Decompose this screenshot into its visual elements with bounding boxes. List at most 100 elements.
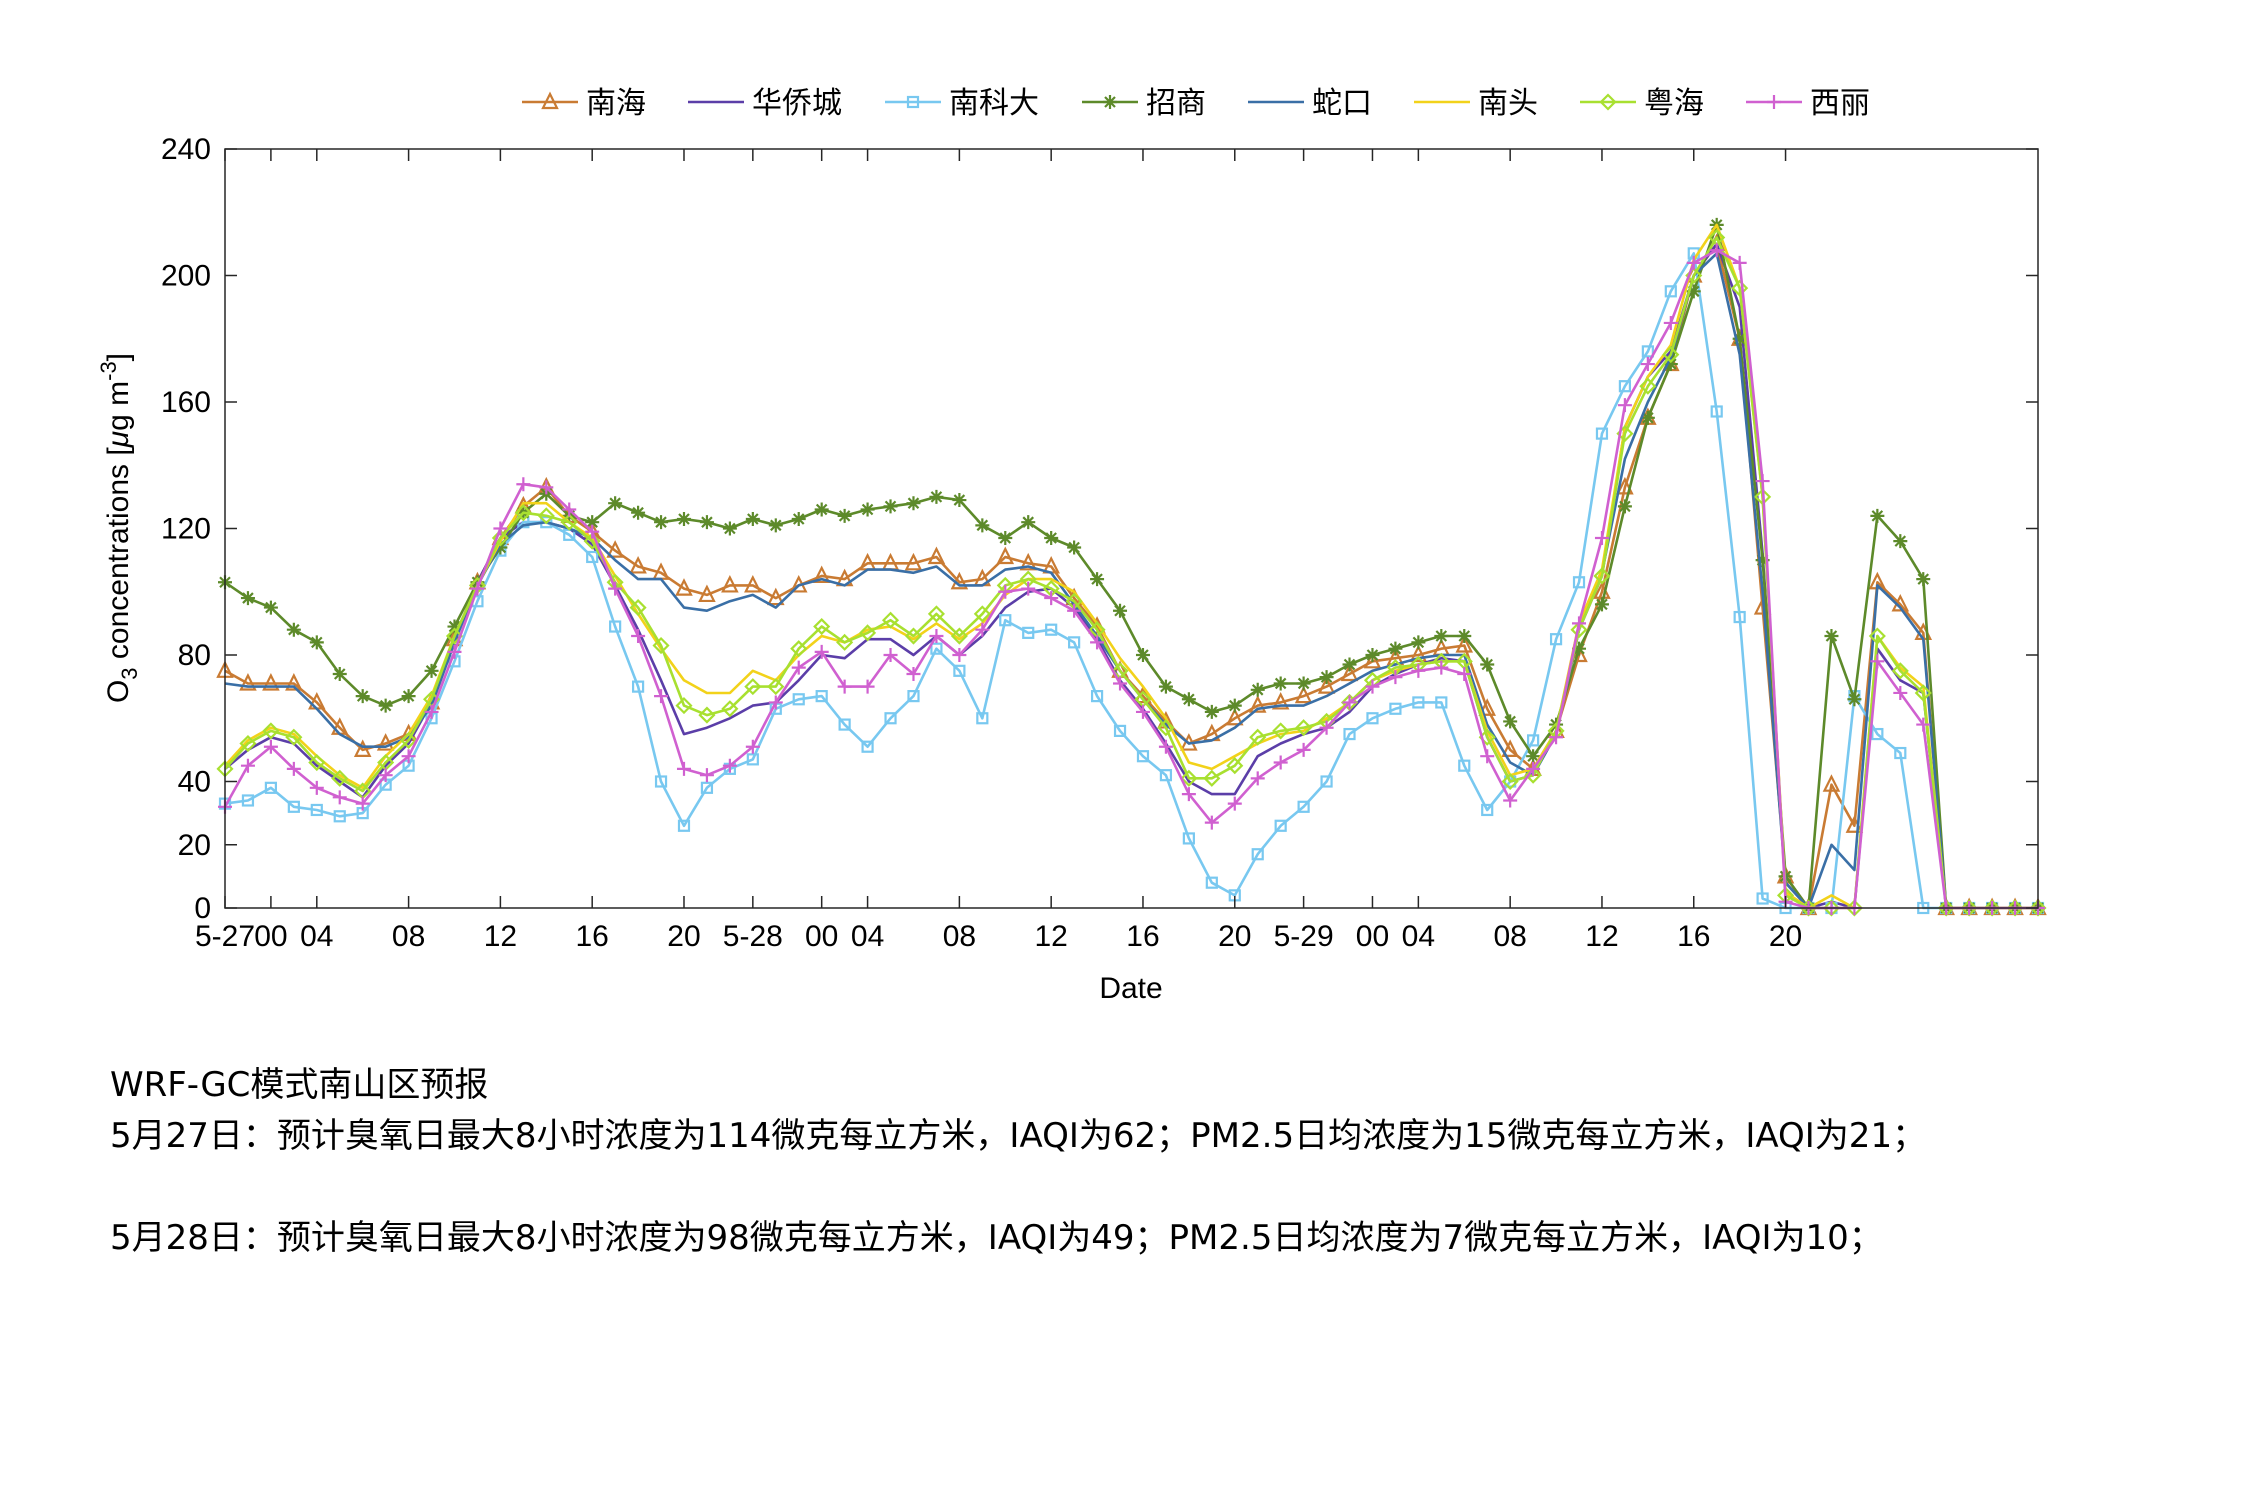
data-point [331, 769, 349, 787]
x-tick-label: 5-27 [195, 920, 255, 953]
x-tick-label: 20 [667, 920, 700, 953]
data-point [562, 502, 577, 517]
data-point [285, 728, 303, 746]
data-point [491, 529, 509, 547]
data-point [1067, 540, 1082, 555]
x-tick-label: 16 [1126, 920, 1159, 953]
data-point [1709, 243, 1724, 258]
legend-label: 华侨城 [752, 86, 842, 121]
data-point [1870, 508, 1885, 523]
data-point [744, 678, 762, 696]
data-point [629, 599, 647, 617]
data-point [881, 611, 900, 629]
forecast-notes: WRF-GC模式南山区预报 5月27日：预计臭氧日最大8小时浓度为114微克每立… [110, 1060, 2160, 1264]
data-point [929, 489, 944, 504]
data-point [1272, 722, 1290, 740]
x-tick-label: 20 [1218, 920, 1251, 953]
data-point [1317, 676, 1336, 694]
data-point [1158, 679, 1173, 694]
data-point [699, 768, 714, 783]
series-line [224, 252, 2038, 910]
data-point [836, 633, 854, 651]
data-point [1388, 641, 1403, 656]
data-point [470, 581, 485, 596]
data-point [493, 540, 508, 555]
data-point [1822, 774, 1841, 792]
data-point [1480, 657, 1495, 672]
data-point [401, 749, 416, 764]
data-point [1733, 610, 1746, 624]
series-西丽 [218, 243, 2045, 915]
y-tick-label: 120 [161, 513, 211, 546]
y-tick-label: 20 [178, 829, 211, 862]
data-point [1342, 695, 1357, 710]
data-point [1664, 285, 1677, 298]
data-point [1296, 742, 1311, 757]
data-point [378, 698, 393, 713]
data-point [999, 614, 1012, 627]
data-point [287, 800, 300, 813]
data-point [1113, 724, 1127, 738]
data-point [606, 540, 624, 558]
data-point [1549, 633, 1563, 646]
data-point [424, 663, 439, 678]
data-point [722, 521, 737, 536]
data-point [1365, 648, 1380, 662]
data-point [1274, 819, 1287, 832]
data-point [721, 700, 739, 718]
data-point [263, 739, 278, 754]
data-point [1481, 803, 1494, 817]
data-point [264, 781, 277, 794]
data-point [652, 636, 670, 655]
data-point [1617, 398, 1632, 413]
data-point [996, 546, 1015, 565]
legend-label: 西丽 [1810, 86, 1870, 121]
data-point [767, 587, 785, 606]
x-tick-label: 5-29 [1274, 920, 1334, 953]
data-point [698, 706, 716, 724]
legend-item-南科大: 南科大 [885, 86, 1039, 121]
data-point [1731, 279, 1749, 297]
legend-item-华侨城: 华侨城 [688, 86, 842, 121]
data-point [975, 518, 990, 533]
series-line [224, 236, 2038, 910]
data-point [1526, 749, 1541, 764]
data-point [1273, 755, 1288, 770]
data-point [1295, 719, 1313, 737]
data-point [1893, 534, 1908, 549]
data-point [744, 574, 762, 593]
legend-label: 蛇口 [1312, 86, 1372, 121]
data-point [1181, 692, 1196, 707]
data-point [1434, 660, 1449, 675]
data-point [815, 690, 828, 703]
data-point [904, 627, 923, 645]
x-tick-label: 08 [1493, 920, 1526, 953]
data-point [310, 803, 323, 817]
series-line [224, 252, 2038, 910]
data-point [1249, 728, 1267, 746]
data-point [1617, 499, 1632, 514]
y-tick-label: 160 [161, 386, 211, 419]
data-point [514, 504, 532, 522]
data-point [1388, 670, 1403, 685]
data-point [1227, 698, 1242, 713]
data-point [904, 552, 923, 571]
data-point [239, 673, 257, 691]
series-南海 [216, 233, 2047, 916]
x-axis-label: Date [1099, 972, 1162, 1005]
data-point [1732, 255, 1747, 270]
data-point [1868, 627, 1886, 645]
data-point [677, 819, 691, 832]
data-point [1225, 707, 1244, 726]
data-point [1045, 623, 1058, 636]
data-point [1389, 702, 1402, 715]
data-point [1180, 769, 1198, 787]
data-point [539, 480, 554, 495]
x-tick-label: 04 [851, 920, 884, 953]
data-point [906, 95, 920, 109]
x-tick-label: 08 [392, 920, 425, 953]
data-point [1524, 766, 1542, 784]
data-point [1824, 629, 1839, 644]
data-point [860, 502, 875, 517]
data-point [906, 666, 921, 681]
